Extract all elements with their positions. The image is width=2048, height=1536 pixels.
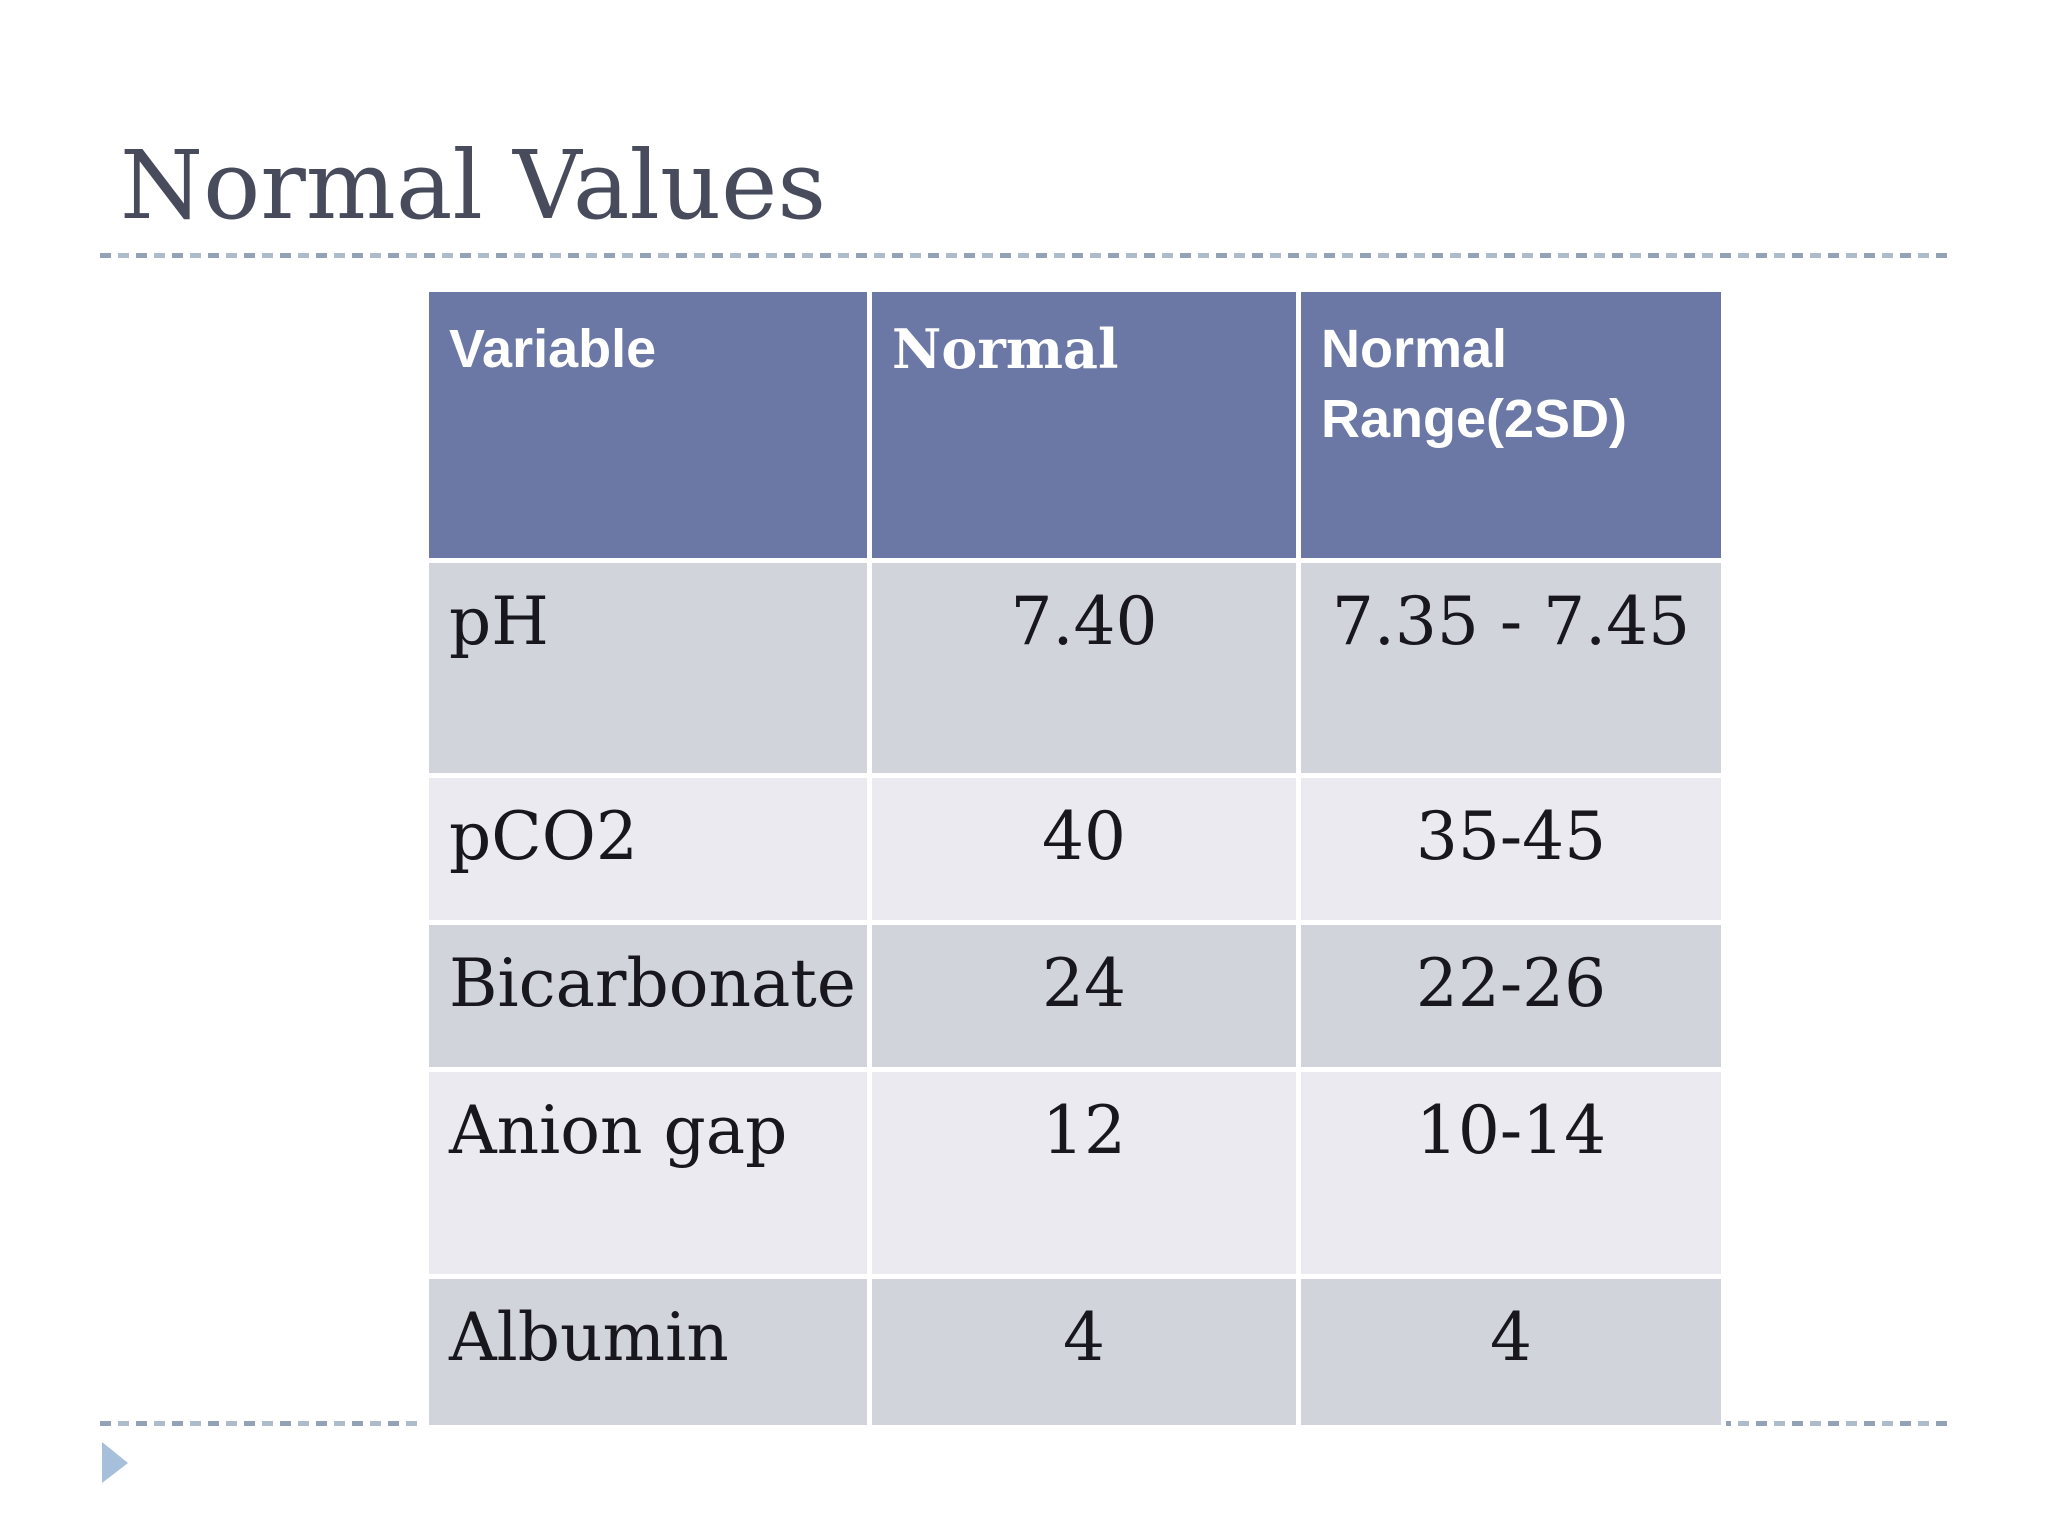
variable-cell: pCO2 xyxy=(429,778,867,920)
table-row: Albumin 4 4 xyxy=(429,1279,1721,1425)
range-cell: 10-14 xyxy=(1301,1072,1721,1274)
title-divider-line xyxy=(100,253,1947,258)
variable-cell: pH xyxy=(429,563,867,773)
range-cell: 22-26 xyxy=(1301,925,1721,1067)
table-header-row: Variable Normal Normal Range(2SD) xyxy=(429,292,1721,558)
slide-title: Normal Values xyxy=(120,131,827,241)
variable-cell: Bicarbonate xyxy=(429,925,867,1067)
range-cell: 7.35 - 7.45 xyxy=(1301,563,1721,773)
header-normal: Normal xyxy=(872,292,1296,558)
normal-cell: 24 xyxy=(872,925,1296,1067)
normal-values-table: Variable Normal Normal Range(2SD) pH 7.4… xyxy=(424,287,1726,1430)
range-cell: 35-45 xyxy=(1301,778,1721,920)
header-range: Normal Range(2SD) xyxy=(1301,292,1721,558)
table-row: pCO2 40 35-45 xyxy=(429,778,1721,920)
footer-arrow-icon xyxy=(102,1442,128,1483)
table-row: pH 7.40 7.35 - 7.45 xyxy=(429,563,1721,773)
table-row: Bicarbonate 24 22-26 xyxy=(429,925,1721,1067)
table-row: Anion gap 12 10-14 xyxy=(429,1072,1721,1274)
range-cell: 4 xyxy=(1301,1279,1721,1425)
header-variable: Variable xyxy=(429,292,867,558)
variable-cell: Anion gap xyxy=(429,1072,867,1274)
normal-cell: 4 xyxy=(872,1279,1296,1425)
normal-cell: 7.40 xyxy=(872,563,1296,773)
normal-cell: 12 xyxy=(872,1072,1296,1274)
variable-cell: Albumin xyxy=(429,1279,867,1425)
normal-cell: 40 xyxy=(872,778,1296,920)
